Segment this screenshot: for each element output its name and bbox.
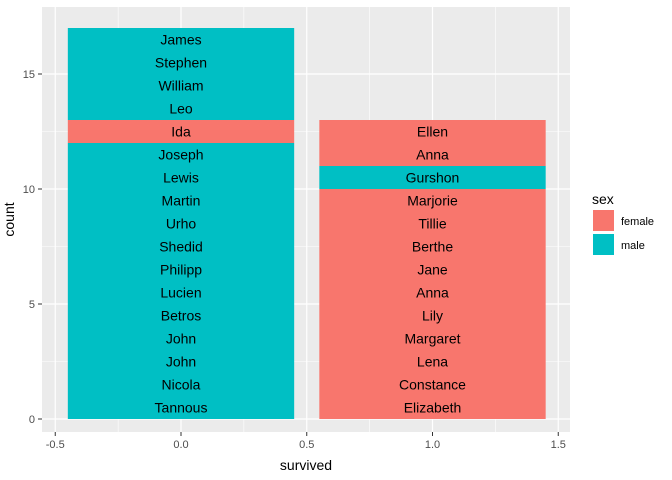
bar-segment: [319, 327, 546, 350]
bar-segment-label: Constance: [399, 377, 466, 393]
bar-segment-label: Marjorie: [407, 193, 458, 209]
bar-segment-label: John: [166, 331, 196, 347]
x-tick-label: 1.0: [425, 439, 440, 451]
bar-segment: [319, 212, 546, 235]
bar-segment-label: Jane: [417, 262, 448, 278]
bar-segment-label: Lily: [422, 308, 443, 324]
bar-segment-label: Shedid: [159, 239, 203, 255]
legend-title: sex: [592, 191, 614, 207]
bar-segment: [67, 350, 295, 373]
x-axis: -0.5 0.0 0.5 1.0 1.5: [46, 432, 566, 451]
bar-segment-label: Martin: [162, 193, 201, 209]
bar-segment: [319, 281, 546, 304]
bar-segment-label: William: [158, 78, 203, 94]
x-axis-title: survived: [280, 457, 332, 473]
bar-segment-label: Stephen: [155, 55, 207, 71]
bar-segment: [67, 235, 295, 258]
x-tick-label: 1.5: [551, 439, 566, 451]
bar-segment-label: Philipp: [160, 262, 202, 278]
bar-segment-label: James: [160, 32, 201, 48]
x-tick-label: 0.5: [299, 439, 314, 451]
bar-segment: [67, 304, 295, 327]
bar-segment: [67, 97, 295, 120]
bar-segment: [319, 304, 546, 327]
bar-segment: [67, 258, 295, 281]
bar-segment: [67, 396, 295, 419]
bar-segment: [67, 166, 295, 189]
bar-segment: [319, 189, 546, 212]
bar-segment: [319, 396, 546, 419]
y-tick-label: 5: [29, 299, 35, 311]
bar-segment-label: Ida: [171, 124, 191, 140]
bar-segment-label: Lewis: [163, 170, 199, 186]
y-axis: 0 5 10 15: [23, 69, 42, 426]
bar-segment-label: Ellen: [417, 124, 448, 140]
bar-segment: [67, 327, 295, 350]
bar-segment-label: Margaret: [404, 331, 460, 347]
bar-segment-label: Elizabeth: [404, 400, 462, 416]
y-tick-label: 0: [29, 414, 35, 426]
bar-segment: [67, 373, 295, 396]
bar-segment: [67, 120, 295, 143]
legend-key-male: [593, 234, 614, 255]
bar-segment-label: Betros: [161, 308, 201, 324]
bar-segment: [67, 74, 295, 97]
bar-segment: [319, 143, 546, 166]
legend-key-female: [593, 210, 614, 231]
y-tick-label: 15: [23, 69, 35, 81]
bar-segment-label: Lena: [417, 354, 448, 370]
legend-label-female: female: [621, 216, 654, 228]
bar-segment: [67, 212, 295, 235]
bar-segment: [67, 189, 295, 212]
bar-segment-label: Leo: [169, 101, 193, 117]
bar-segment-label: Tannous: [155, 400, 208, 416]
legend-label-male: male: [621, 240, 645, 252]
bar-segment: [319, 120, 546, 143]
bar-segment-label: Anna: [416, 285, 449, 301]
x-tick-label: -0.5: [46, 439, 65, 451]
bar-segment-label: Urho: [166, 216, 197, 232]
bar-segment-label: John: [166, 354, 196, 370]
bar-segment: [319, 373, 546, 396]
y-tick-label: 10: [23, 184, 35, 196]
bars: Tannous Nicola John John Betros Lucien Philipp…: [67, 28, 546, 419]
bar-segment: [319, 166, 546, 189]
bar-segment-label: Joseph: [158, 147, 203, 163]
bar-segment-label: Anna: [416, 147, 449, 163]
bar-segment: [67, 51, 295, 74]
x-tick-label: 0.0: [173, 439, 188, 451]
bar-segment: [67, 28, 295, 51]
bar-segment-label: Tillie: [418, 216, 446, 232]
y-axis-title: count: [1, 202, 17, 236]
bar-segment-label: Gurshon: [406, 170, 460, 186]
bar-segment: [319, 235, 546, 258]
bar-segment: [67, 281, 295, 304]
bar-segment: [67, 143, 295, 166]
legend: sex female male: [592, 191, 654, 255]
bar-segment: [319, 350, 546, 373]
bar-segment-label: Lucien: [160, 285, 201, 301]
bar-segment-label: Berthe: [412, 239, 453, 255]
bar-segment-label: Nicola: [162, 377, 201, 393]
bar-segment: [319, 258, 546, 281]
